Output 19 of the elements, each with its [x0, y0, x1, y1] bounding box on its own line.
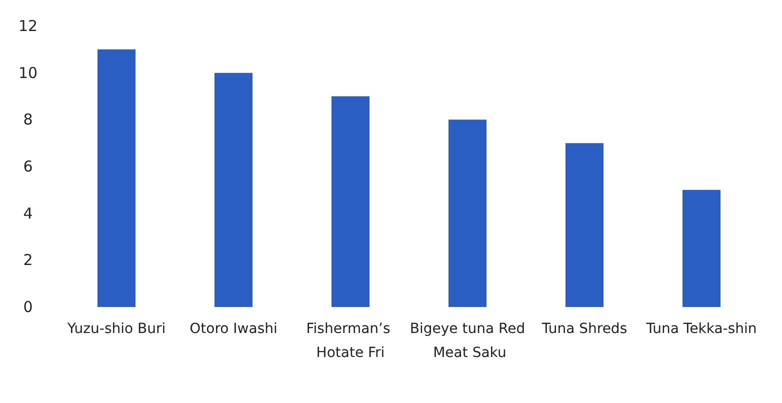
y-tick-label: 4: [23, 204, 33, 222]
x-tick-label: Bigeye tuna Red Meat Saku: [410, 321, 526, 361]
y-tick-label: 8: [23, 110, 33, 129]
y-tick-label: 0: [23, 298, 33, 316]
bar: [682, 190, 720, 307]
bar: [448, 120, 486, 307]
x-tick-label: Tuna Shreds: [540, 321, 628, 337]
y-tick-label: 12: [18, 17, 38, 35]
bar: [566, 143, 604, 307]
x-tick-label: Otoro Iwashi: [190, 321, 278, 337]
bar: [332, 96, 370, 307]
x-tick-label: Yuzu-shio Buri: [66, 321, 166, 337]
x-tick-label: Tuna Tekka-shin: [645, 321, 757, 337]
y-tick-label: 2: [23, 251, 33, 270]
y-tick-label: 6: [23, 158, 33, 176]
bar: [214, 72, 252, 307]
x-tick-label: Fisherman’s Hotate Fri: [306, 321, 395, 361]
y-tick-label: 10: [18, 64, 38, 82]
bar: [98, 49, 136, 307]
